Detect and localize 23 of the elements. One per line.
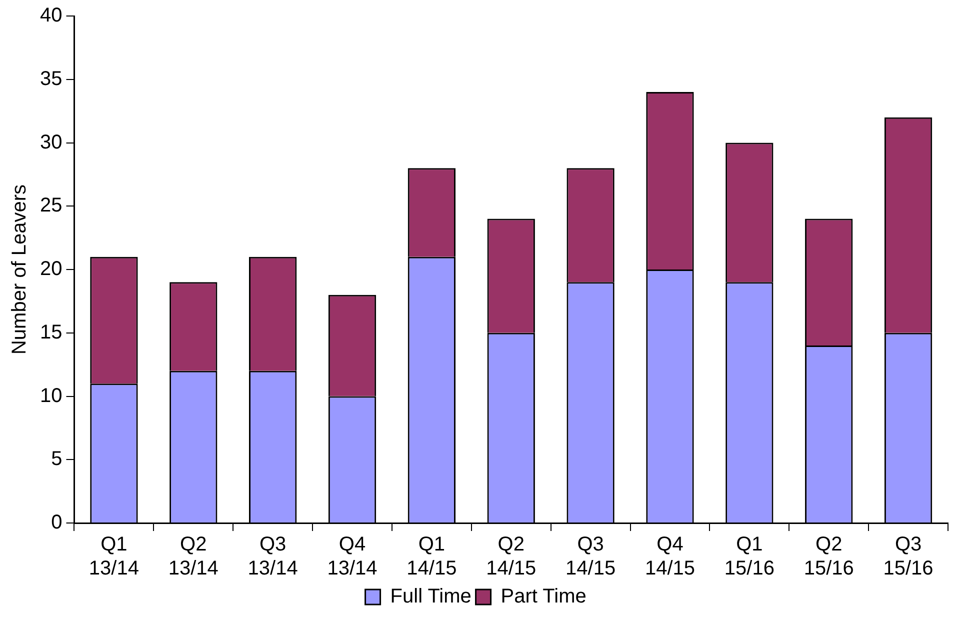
y-tick-label: 15 (40, 321, 62, 344)
y-axis-title: Number of Leavers (8, 184, 31, 355)
legend-label: Full Time (390, 586, 472, 608)
x-tick-label: Q1 15/16 (724, 534, 774, 580)
x-tick-label: Q4 13/14 (327, 534, 378, 580)
x-tick-label: Q3 14/15 (566, 534, 616, 580)
x-tick-label: Q4 14/15 (644, 534, 696, 580)
x-tick-label: Q1 14/15 (406, 534, 457, 580)
x-tick-label: Q1 13/14 (88, 534, 139, 580)
y-tick-label: 25 (40, 194, 62, 217)
y-tick-label: 35 (40, 68, 62, 90)
y-tick-label: 30 (40, 131, 62, 154)
x-tick-label: Q3 15/16 (883, 534, 934, 580)
y-tick-label: 5 (51, 448, 62, 470)
y-tick-label: 10 (40, 384, 62, 407)
y-tick-label: 20 (40, 258, 62, 280)
x-tick-label: Q2 15/16 (804, 534, 854, 580)
x-tick-label: Q2 13/14 (168, 534, 218, 580)
x-tick-label: Q3 13/14 (248, 534, 298, 580)
x-tick-label: Q2 14/15 (486, 534, 536, 580)
y-tick-label: 0 (51, 512, 62, 534)
y-tick-label: 40 (40, 4, 62, 27)
legend-label: Part Time (500, 586, 586, 608)
